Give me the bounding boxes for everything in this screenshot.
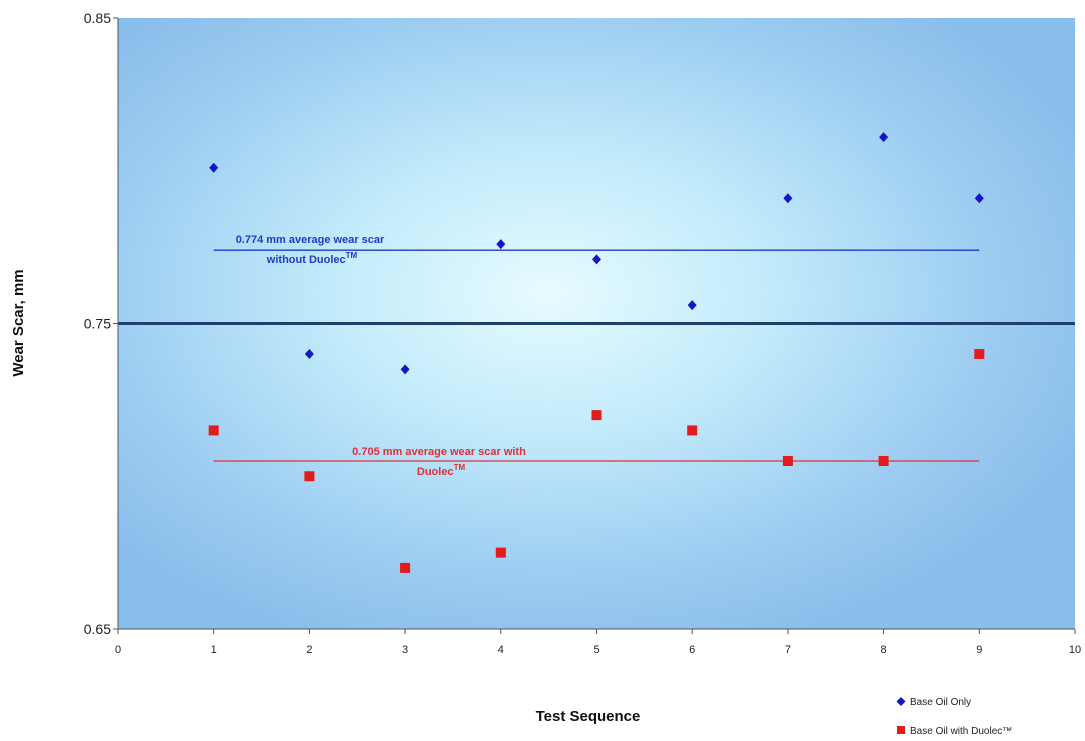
legend-label-base-oil-with-duolec: Base Oil with Duolec™ [910, 726, 1012, 737]
legend-item-base-oil-with-duolec: Base Oil with Duolec™ [897, 726, 1012, 737]
y-tick-label: 0.75 [84, 316, 111, 332]
average-annotation-0-trademark: TM [346, 251, 358, 260]
x-tick-label: 9 [976, 644, 982, 656]
average-annotation-1-line2: DuolecTM [417, 463, 466, 478]
data-point-base-oil-only [209, 162, 219, 173]
data-point-base-oil-with-duolec [878, 455, 889, 466]
x-tick-label: 2 [306, 644, 312, 656]
plot-layer: 0.65 0.75 0.85 0 1 2 3 4 5 6 7 8 9 10 0.774 mm average… [84, 10, 1081, 656]
data-point-base-oil-with-duolec [974, 349, 985, 360]
data-point-base-oil-only [687, 300, 697, 311]
data-point-base-oil-with-duolec [495, 547, 506, 558]
legend: Base Oil Only Base Oil with Duolec™ [896, 697, 1012, 737]
average-annotation-0-line2: without DuolecTM [266, 251, 358, 266]
average-annotation-0-line2-text: without Duolec [266, 254, 346, 266]
data-point-base-oil-only [592, 254, 601, 265]
x-axis-title: Test Sequence [536, 708, 641, 725]
data-point-base-oil-with-duolec [304, 471, 315, 482]
data-point-base-oil-with-duolec [687, 425, 698, 436]
y-tick-label: 0.85 [84, 10, 111, 26]
x-tick-label: 6 [689, 644, 695, 656]
x-tick-label: 7 [785, 644, 791, 656]
data-point-base-oil-with-duolec [208, 425, 219, 436]
legend-label-base-oil-only: Base Oil Only [910, 697, 971, 708]
data-point-base-oil-with-duolec [782, 455, 793, 466]
legend-marker-square [897, 726, 905, 734]
y-tick-label: 0.65 [84, 621, 111, 637]
data-point-base-oil-only [974, 193, 984, 204]
data-point-base-oil-only [304, 349, 314, 360]
x-tick-label: 5 [593, 644, 599, 656]
x-tick-label: 10 [1069, 644, 1081, 656]
x-tick-label: 3 [402, 644, 408, 656]
average-annotation-1-line2-text: Duolec [417, 466, 454, 478]
average-annotation-1-line1: 0.705 mm average wear scar with [352, 446, 526, 458]
x-tick-label: 1 [211, 644, 217, 656]
x-tick-label: 8 [881, 644, 887, 656]
legend-marker-diamond [896, 697, 906, 706]
data-point-base-oil-with-duolec [591, 410, 602, 421]
data-point-base-oil-only [400, 364, 410, 375]
average-annotation-0-line1: 0.774 mm average wear scar [236, 234, 385, 246]
data-point-base-oil-only [879, 132, 889, 143]
x-tick-label: 4 [498, 644, 504, 656]
data-point-base-oil-with-duolec [400, 562, 411, 573]
data-point-base-oil-only [783, 193, 793, 204]
average-annotation-1-trademark: TM [454, 463, 466, 472]
legend-item-base-oil-only: Base Oil Only [896, 697, 971, 708]
y-axis-title: Wear Scar, mm [10, 269, 27, 376]
data-point-base-oil-only [496, 239, 506, 250]
x-tick-label: 0 [115, 644, 121, 656]
